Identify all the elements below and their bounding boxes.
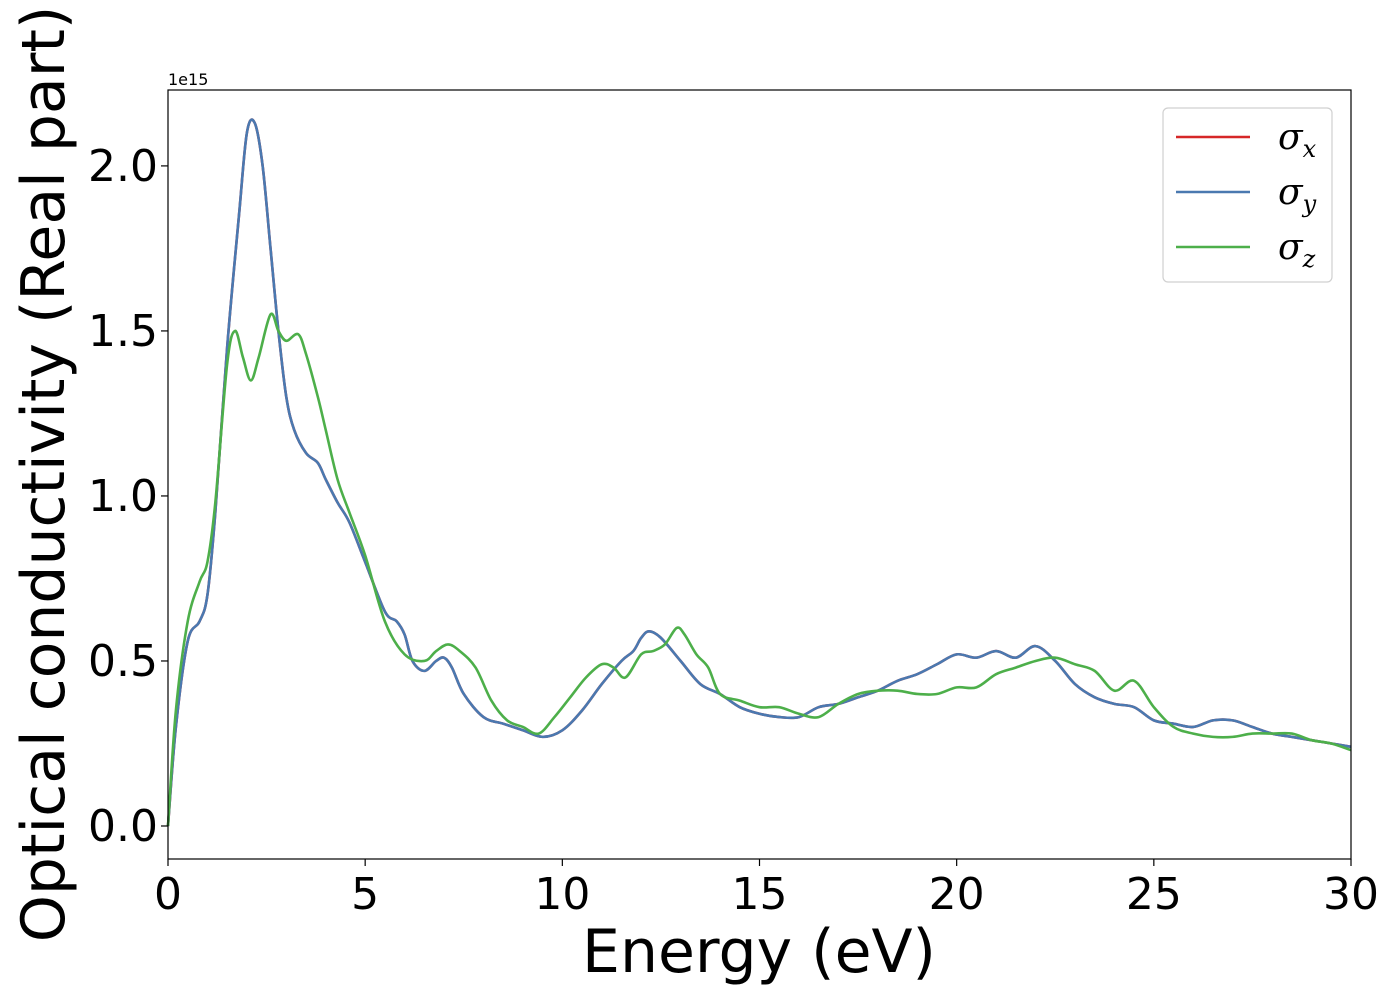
series-line-z — [166, 312, 1352, 827]
y-tick-label: 0.5 — [88, 636, 158, 687]
y-tick-label: 0.0 — [88, 801, 158, 852]
y-axis-label: Optical conductivity (Real part) — [9, 6, 79, 943]
plot-background — [168, 90, 1351, 859]
y-tick-label: 1.5 — [88, 306, 158, 357]
legend: σx σy σz — [1162, 107, 1333, 283]
x-tick-label: 30 — [1323, 869, 1379, 920]
y-offset-label: 1e15 — [168, 70, 208, 89]
series-layer — [166, 118, 1352, 827]
x-tick-label: 0 — [154, 869, 182, 920]
x-tick-label: 20 — [929, 869, 985, 920]
x-tick-label: 25 — [1126, 869, 1182, 920]
legend-label-z: σz — [1278, 227, 1316, 273]
y-tick-label: 2.0 — [88, 141, 158, 192]
legend-label-y: σy — [1278, 172, 1317, 218]
y-axis: 0.0 0.5 1.0 1.5 2.0 — [88, 141, 168, 852]
legend-frame — [1162, 107, 1333, 283]
x-tick-label: 10 — [534, 869, 590, 920]
x-tick-label: 15 — [732, 869, 788, 920]
x-tick-label: 5 — [351, 869, 379, 920]
y-tick-label: 1.0 — [88, 471, 158, 522]
x-axis-label: Energy (eV) — [582, 917, 936, 987]
legend-label-x: σx — [1278, 117, 1317, 163]
series-line-y — [166, 118, 1352, 827]
x-axis: 0 5 10 15 20 25 30 — [154, 859, 1379, 920]
